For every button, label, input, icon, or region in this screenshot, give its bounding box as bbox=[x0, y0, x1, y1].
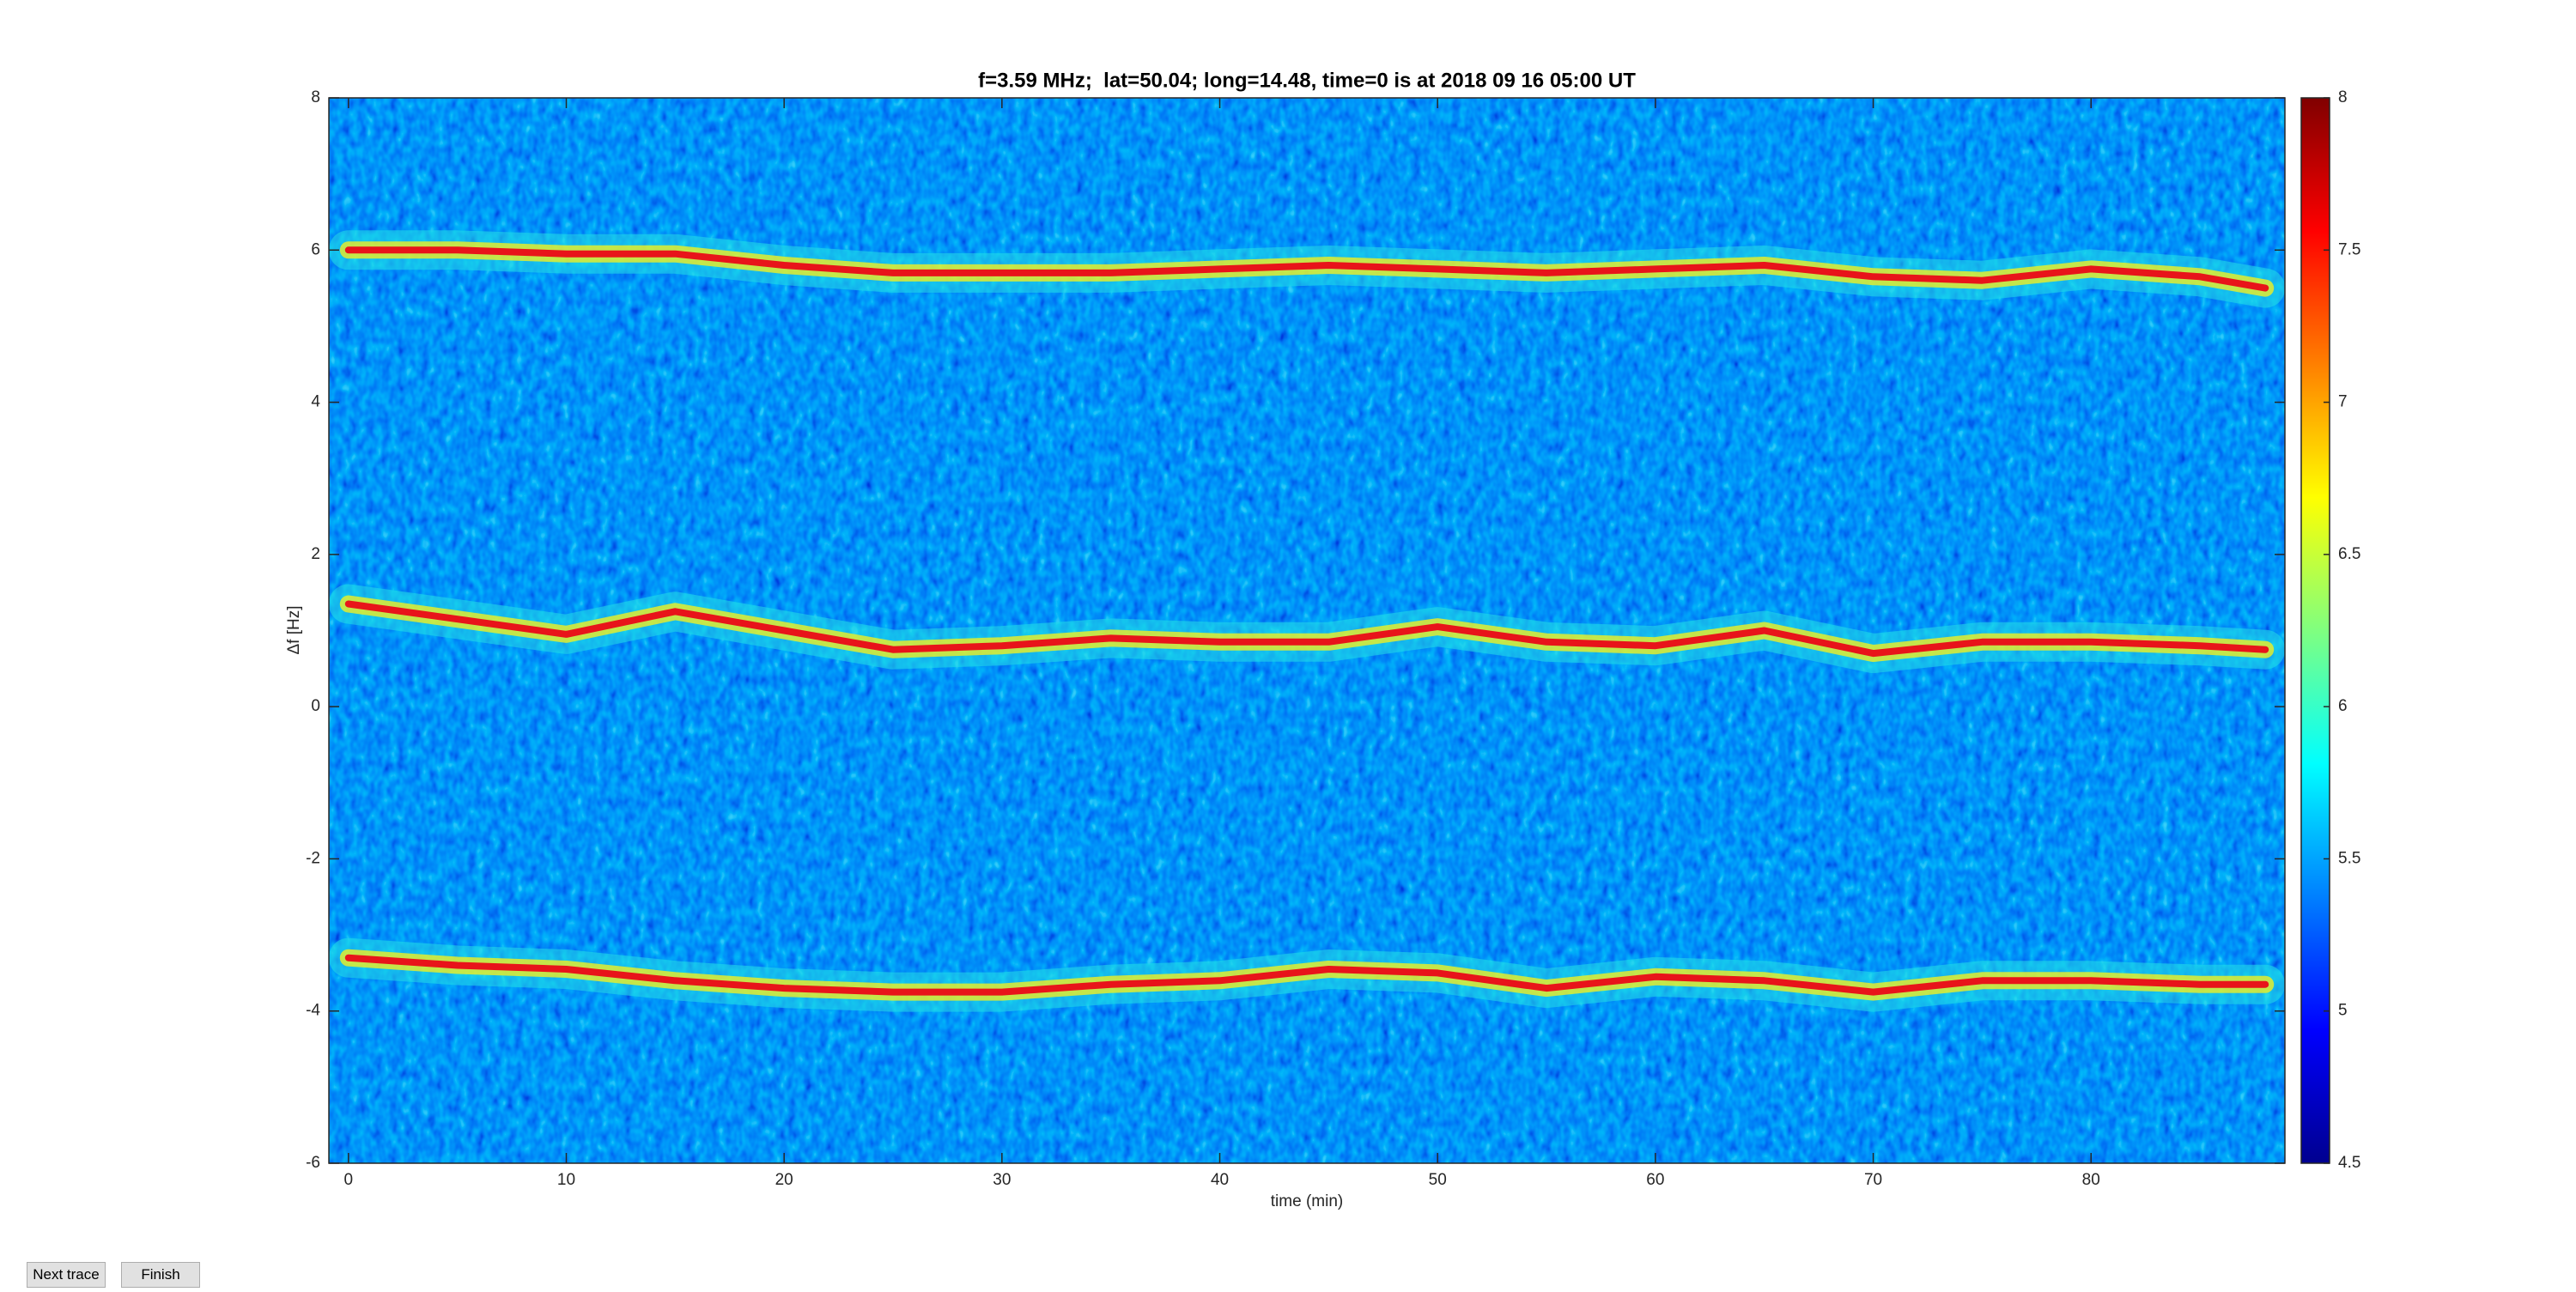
x-tick-label: 60 bbox=[1646, 1171, 1664, 1189]
trace bbox=[344, 246, 2269, 292]
colorbar-tick-label: 5 bbox=[2338, 1002, 2348, 1020]
colorbar-tick-label: 6 bbox=[2338, 697, 2348, 715]
finish-button[interactable]: Finish bbox=[121, 1262, 200, 1288]
x-tick-label: 10 bbox=[557, 1171, 575, 1189]
trace bbox=[344, 600, 2269, 658]
colorbar-tick-label: 4.5 bbox=[2338, 1154, 2360, 1172]
y-tick-label: -4 bbox=[306, 1002, 320, 1020]
x-tick-label: 50 bbox=[1429, 1171, 1447, 1189]
colorbar-tick-label: 6.5 bbox=[2338, 545, 2360, 563]
x-axis-label: time (min) bbox=[1271, 1192, 1343, 1210]
trace bbox=[344, 954, 2269, 996]
x-tick-label: 0 bbox=[344, 1171, 354, 1189]
colorbar bbox=[2300, 97, 2330, 1164]
colorbar-tick-label: 7.5 bbox=[2338, 240, 2360, 258]
plot-frame bbox=[328, 97, 2286, 1164]
x-tick-label: 20 bbox=[775, 1171, 793, 1189]
y-tick-label: 8 bbox=[311, 88, 320, 106]
x-tick-label: 80 bbox=[2082, 1171, 2100, 1189]
x-tick-label: 70 bbox=[1864, 1171, 1882, 1189]
y-tick-label: 4 bbox=[311, 393, 320, 411]
colorbar-tick-label: 5.5 bbox=[2338, 849, 2360, 867]
chart-title: f=3.59 MHz; lat=50.04; long=14.48, time=… bbox=[978, 69, 1636, 92]
colorbar-tick-label: 7 bbox=[2338, 393, 2348, 411]
y-tick-label: -6 bbox=[306, 1154, 320, 1172]
y-tick-label: 0 bbox=[311, 697, 320, 715]
y-axis-label: Δf [Hz] bbox=[285, 605, 303, 654]
x-tick-label: 30 bbox=[993, 1171, 1011, 1189]
figure: f=3.59 MHz; lat=50.04; long=14.48, time=… bbox=[285, 69, 2360, 1210]
colorbar-tick-label: 8 bbox=[2338, 88, 2348, 106]
traces bbox=[329, 230, 2285, 1012]
next-trace-button[interactable]: Next trace bbox=[27, 1262, 106, 1288]
y-tick-label: -2 bbox=[306, 849, 320, 867]
x-tick-label: 40 bbox=[1211, 1171, 1229, 1189]
y-tick-label: 2 bbox=[311, 545, 320, 563]
y-tick-label: 6 bbox=[311, 240, 320, 258]
